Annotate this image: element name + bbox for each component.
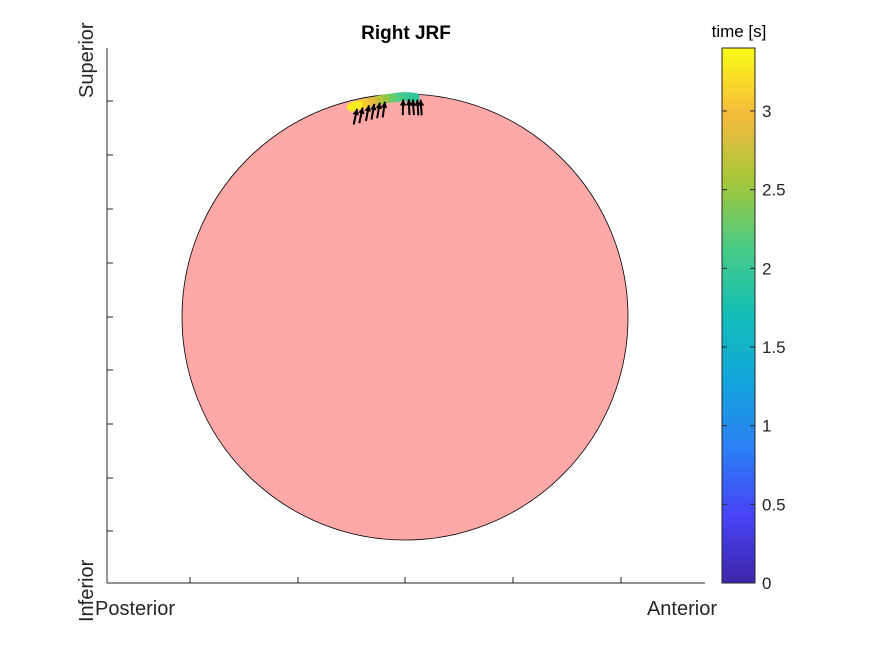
colorbar-tick-label: 1 (762, 417, 771, 436)
colorbar-tick-label: 0 (762, 574, 771, 593)
colorbar-ticks: 0 0.5 1 1.5 2 2.5 3 (722, 102, 786, 593)
force-arrow (370, 103, 377, 120)
force-arrow (364, 105, 371, 122)
chart-title: Right JRF (361, 23, 451, 44)
force-arrow (380, 101, 388, 118)
colorbar-tick-label: 1.5 (762, 338, 786, 357)
force-vectors (352, 99, 425, 125)
force-arrow (352, 108, 359, 125)
colorbar: time [s] 0 0.5 1 1.5 2 2.5 3 (712, 22, 786, 593)
y-ticks (107, 100, 113, 532)
colorbar-label: time [s] (712, 22, 767, 41)
colorbar-tick-label: 0.5 (762, 495, 786, 514)
force-arrow (405, 99, 413, 115)
x-label-posterior: Posterior (95, 598, 175, 620)
axes (106, 48, 705, 584)
y-label-superior: Superior (76, 22, 98, 98)
colorbar-tick-label: 2 (762, 259, 771, 278)
path-segment (346, 100, 363, 112)
colorbar-tick-label: 2.5 (762, 181, 786, 200)
joint-circle (181, 93, 629, 541)
x-ticks (189, 577, 622, 583)
x-label-anterior: Anterior (647, 598, 717, 620)
force-arrow (358, 107, 365, 124)
force-path (346, 92, 420, 112)
colorbar-gradient (721, 47, 756, 584)
force-arrow (375, 102, 382, 119)
force-arrow (399, 99, 407, 116)
force-arrow (414, 99, 421, 116)
y-label-inferior: Inferior (76, 559, 98, 622)
colorbar-tick-label: 3 (762, 102, 771, 121)
